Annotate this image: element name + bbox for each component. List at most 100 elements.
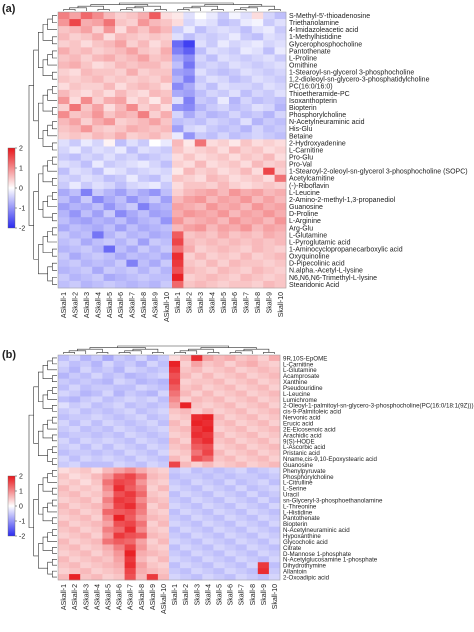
heatmap-cell — [180, 568, 192, 575]
heatmap-cell — [103, 273, 116, 282]
heatmap-cell — [240, 238, 253, 246]
column-label: Skall-9 — [261, 584, 268, 606]
heatmap-cell — [213, 449, 225, 456]
heatmap-cell — [157, 508, 170, 516]
heatmap-cell — [80, 526, 92, 533]
heatmap-cell — [274, 188, 287, 197]
heatmap-cell — [124, 396, 136, 403]
heatmap-cell — [69, 491, 81, 498]
heatmap-cell — [257, 479, 270, 486]
heatmap-cell — [202, 479, 214, 486]
heatmap-cell — [124, 514, 136, 522]
heatmap-cell — [180, 485, 192, 492]
heatmap-cell — [149, 146, 161, 154]
heatmap-cell — [126, 125, 139, 133]
heatmap-cell — [229, 125, 241, 133]
row-dendrogram-branch — [52, 36, 57, 45]
heatmap-cell — [69, 167, 82, 176]
heatmap-cell — [113, 550, 125, 557]
heatmap-cell — [172, 33, 184, 41]
heatmap-cell — [80, 562, 92, 569]
heatmap-cell — [213, 503, 225, 510]
heatmap-cell — [69, 266, 82, 275]
heatmap-cell — [240, 203, 253, 211]
heatmap-cell — [206, 75, 218, 84]
heatmap-cell — [58, 160, 70, 168]
heatmap-cell — [246, 461, 259, 468]
row-label: L-Proline — [289, 55, 317, 62]
heatmap-cell — [206, 259, 218, 268]
heatmap-cell — [274, 139, 287, 147]
heatmap-cell — [251, 245, 264, 253]
heatmap-cell — [229, 111, 241, 119]
heatmap-cell — [194, 96, 207, 105]
heatmap-cell — [240, 132, 253, 140]
heatmap-cell — [169, 508, 181, 516]
row-label: L-Leucine — [289, 190, 320, 197]
heatmap-cell — [113, 491, 125, 498]
heatmap-cell — [191, 568, 203, 575]
heatmap-cell — [157, 402, 170, 409]
heatmap-cell — [180, 455, 192, 462]
heatmap-cell — [191, 538, 203, 545]
heatmap-cell — [224, 491, 236, 498]
row-label: Guanosine — [289, 204, 323, 211]
heatmap-cell — [180, 473, 192, 480]
heatmap-cell — [183, 259, 196, 268]
heatmap-cell — [58, 33, 70, 41]
heatmap-cell — [124, 538, 136, 545]
heatmap-cell — [115, 231, 127, 239]
heatmap-cell — [58, 47, 70, 55]
heatmap-cell — [157, 366, 170, 374]
heatmap-cell — [126, 82, 139, 91]
heatmap-cell — [183, 61, 196, 69]
heatmap-cell — [115, 210, 127, 218]
column-label: ASkall-8 — [141, 292, 148, 318]
heatmap-cell — [69, 550, 81, 557]
heatmap-cell — [124, 467, 136, 474]
colorbar-tick-label: -2 — [19, 226, 25, 233]
heatmap-cell — [229, 33, 241, 41]
heatmap-cell — [157, 485, 170, 492]
heatmap-cell — [213, 473, 225, 480]
heatmap-cell — [160, 273, 173, 282]
heatmap-cell — [169, 538, 181, 545]
heatmap-cell — [217, 12, 230, 20]
heatmap-cell — [235, 449, 247, 456]
heatmap-cell — [69, 402, 81, 409]
heatmap-cell — [91, 449, 103, 456]
column-dendrogram-branch — [120, 9, 133, 11]
heatmap-cell — [69, 104, 82, 112]
heatmap-cell — [263, 104, 275, 112]
heatmap-cell — [137, 26, 150, 34]
heatmap-cell — [91, 532, 103, 539]
heatmap-cell — [92, 125, 104, 133]
row-label: Betaine — [289, 133, 313, 140]
heatmap-cell — [92, 231, 104, 239]
column-dendrogram-branch — [152, 352, 164, 354]
heatmap-cell — [206, 139, 218, 147]
heatmap-cell — [102, 378, 114, 385]
heatmap-cell — [191, 503, 203, 510]
heatmap-cell — [69, 153, 82, 161]
heatmap-cell — [80, 497, 92, 504]
heatmap-cell — [157, 532, 170, 539]
heatmap-cell — [69, 479, 81, 486]
heatmap-cell — [160, 160, 173, 168]
heatmap-cell — [202, 414, 214, 421]
heatmap-cell — [240, 68, 253, 76]
heatmap-cell — [69, 210, 82, 218]
heatmap-cell — [194, 118, 207, 126]
heatmap-cell — [80, 280, 93, 289]
heatmap-cell — [213, 556, 225, 563]
heatmap-cell — [102, 497, 114, 504]
heatmap-cell — [235, 366, 247, 374]
heatmap-cell — [115, 259, 127, 268]
heatmap-cell — [202, 443, 214, 451]
heatmap-cell — [246, 503, 259, 510]
heatmap-cell — [180, 443, 192, 451]
heatmap-cell — [69, 280, 82, 289]
heatmap-cell — [202, 396, 214, 403]
column-label: ASkall-8 — [139, 584, 146, 610]
row-dendrogram-branch — [52, 142, 57, 151]
